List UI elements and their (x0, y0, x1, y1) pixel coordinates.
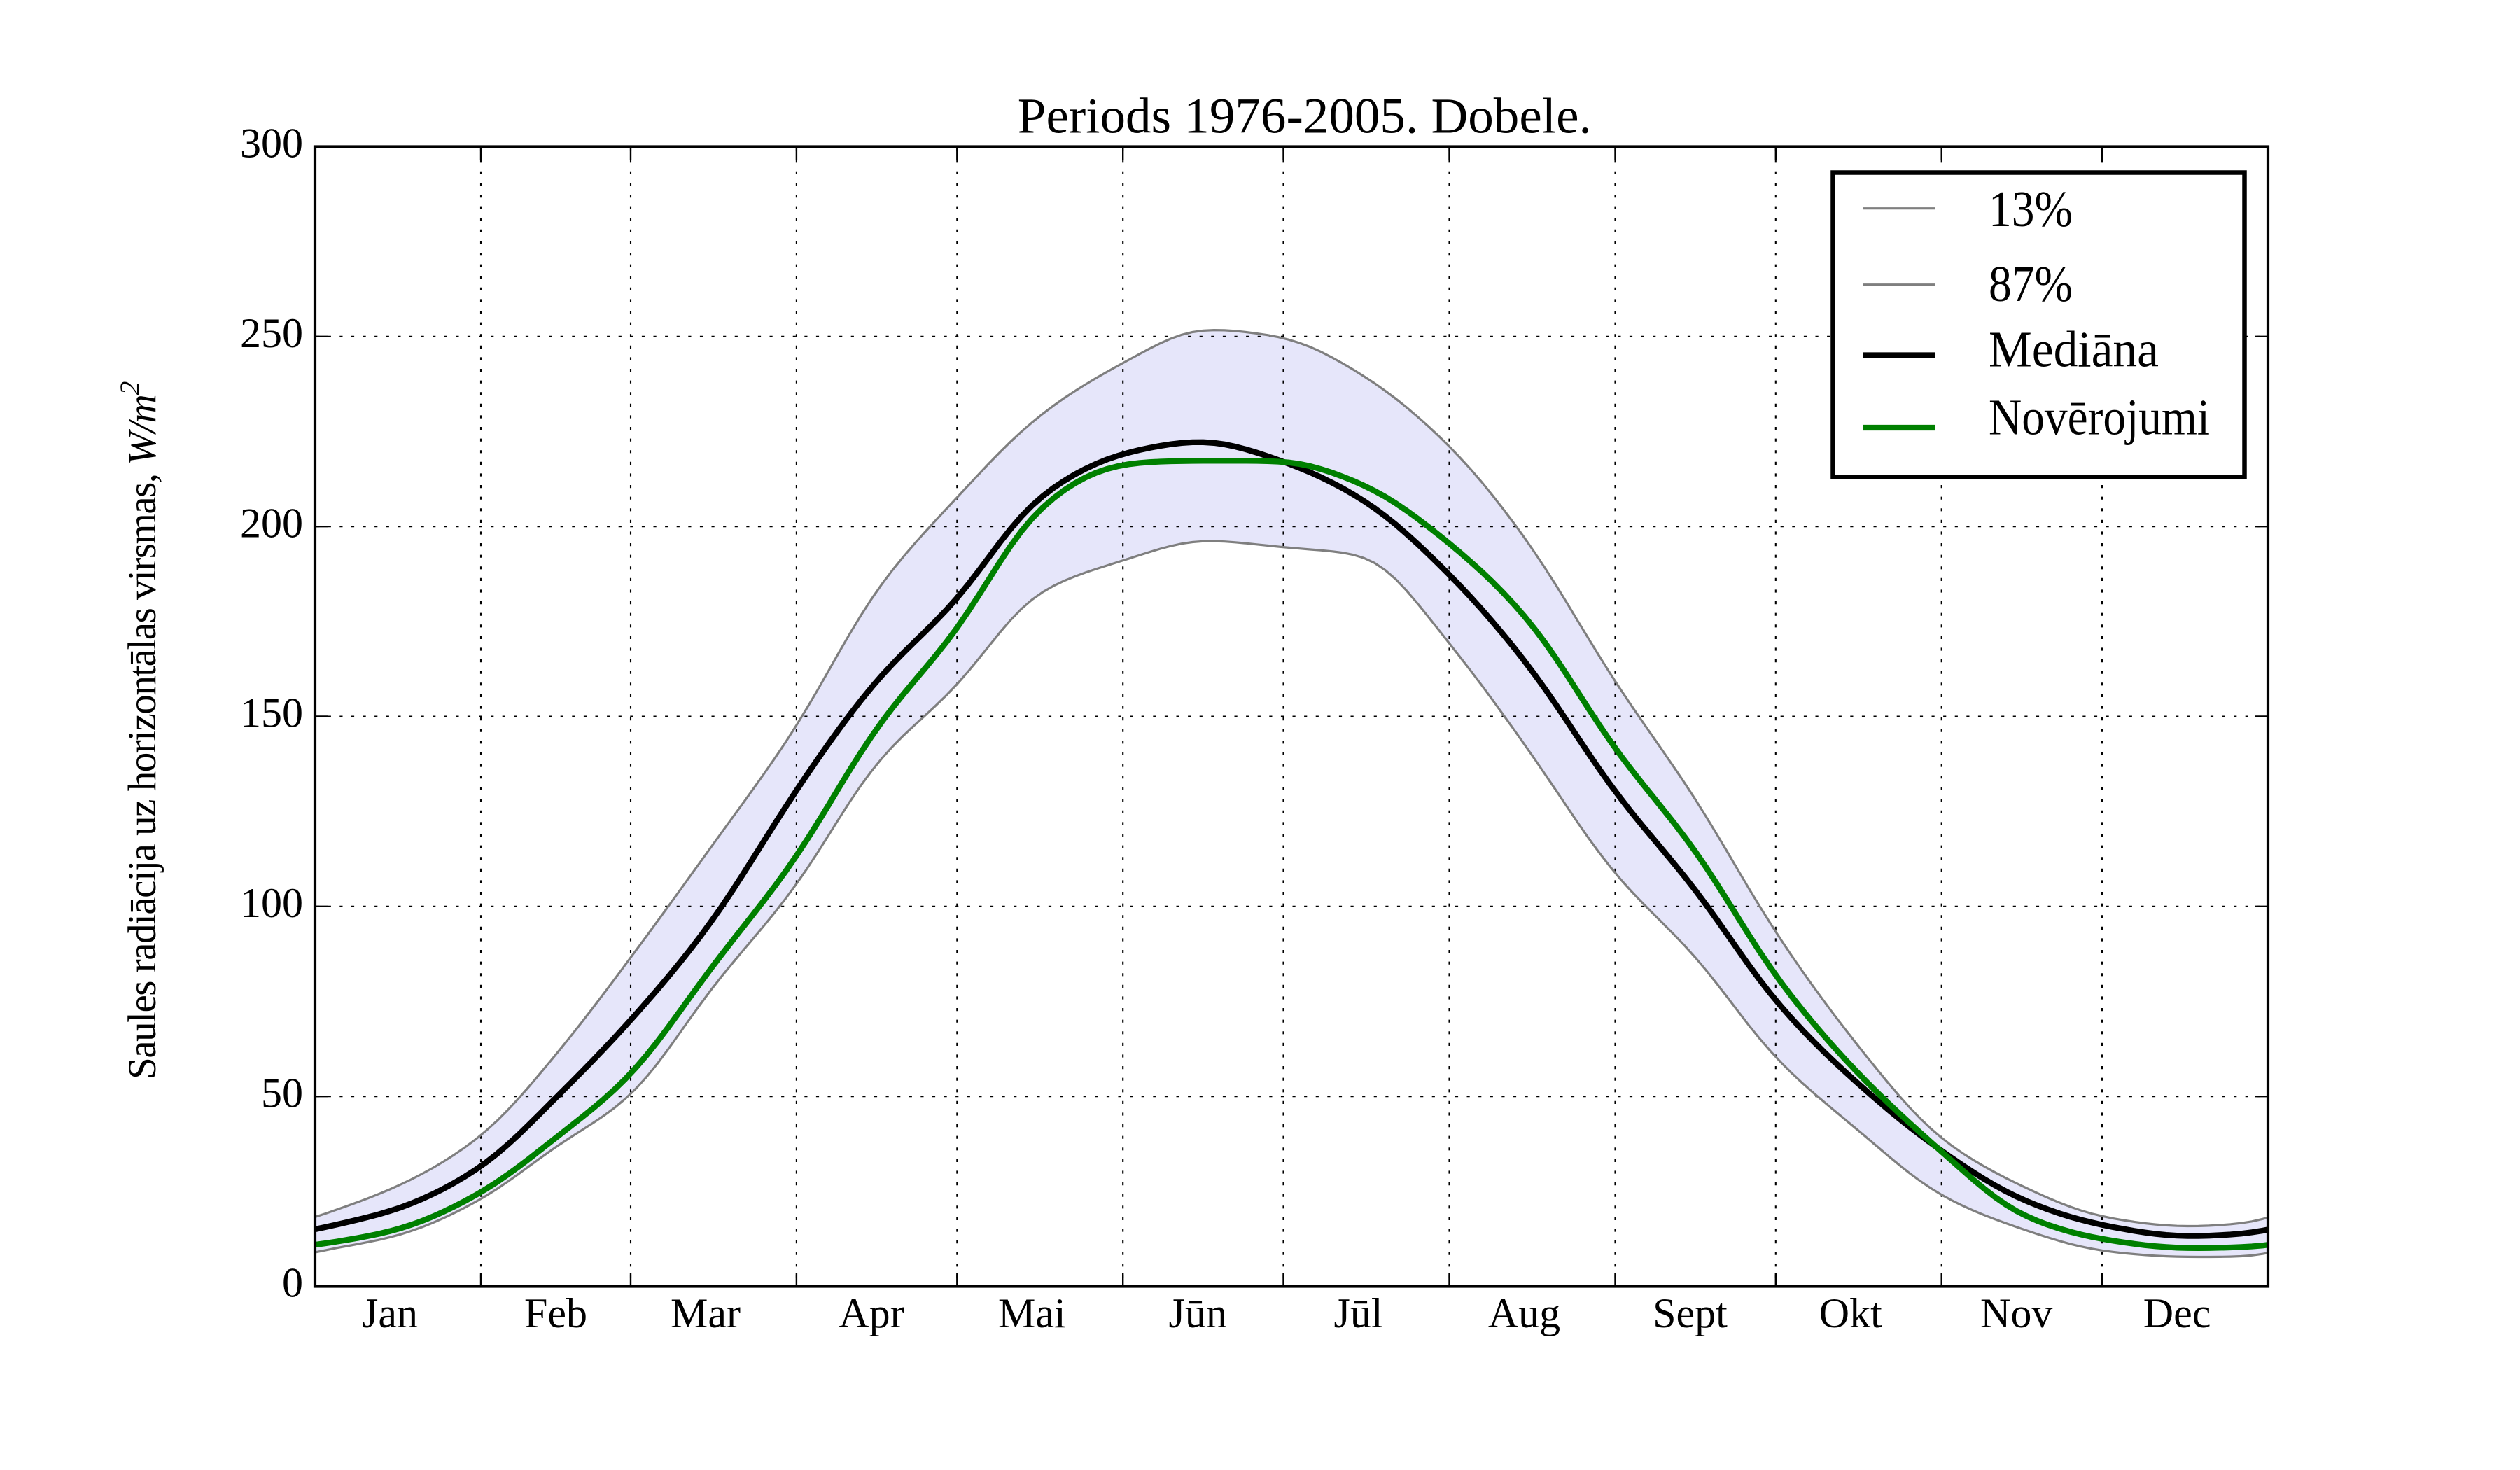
svg-text:Jūl: Jūl (1334, 1290, 1382, 1336)
svg-text:Mai: Mai (998, 1290, 1066, 1336)
svg-text:Sept: Sept (1653, 1290, 1728, 1336)
svg-text:87%: 87% (1989, 255, 2073, 312)
svg-text:Okt: Okt (1819, 1290, 1882, 1336)
svg-text:250: 250 (240, 310, 303, 356)
svg-text:200: 200 (240, 500, 303, 546)
svg-text:13%: 13% (1989, 181, 2073, 237)
svg-text:Apr: Apr (839, 1290, 904, 1336)
svg-text:Jūn: Jūn (1169, 1290, 1227, 1336)
svg-text:Novērojumi: Novērojumi (1989, 388, 2210, 445)
svg-text:Aug: Aug (1488, 1290, 1560, 1336)
svg-text:Mar: Mar (671, 1290, 741, 1336)
svg-text:50: 50 (261, 1070, 303, 1116)
svg-text:Dec: Dec (2143, 1290, 2211, 1336)
svg-text:150: 150 (240, 690, 303, 736)
svg-text:Periods 1976-2005. Dobele.: Periods 1976-2005. Dobele. (1018, 88, 1592, 144)
svg-text:Feb: Feb (524, 1290, 587, 1336)
svg-text:Mediāna: Mediāna (1989, 321, 2159, 377)
svg-text:Saules radiācija uz horizontāl: Saules radiācija uz horizontālas virsmas… (114, 382, 164, 1079)
svg-text:0: 0 (282, 1260, 303, 1306)
svg-text:Nov: Nov (1980, 1290, 2052, 1336)
svg-text:100: 100 (240, 880, 303, 926)
svg-text:Jan: Jan (362, 1290, 418, 1336)
svg-text:300: 300 (240, 120, 303, 167)
